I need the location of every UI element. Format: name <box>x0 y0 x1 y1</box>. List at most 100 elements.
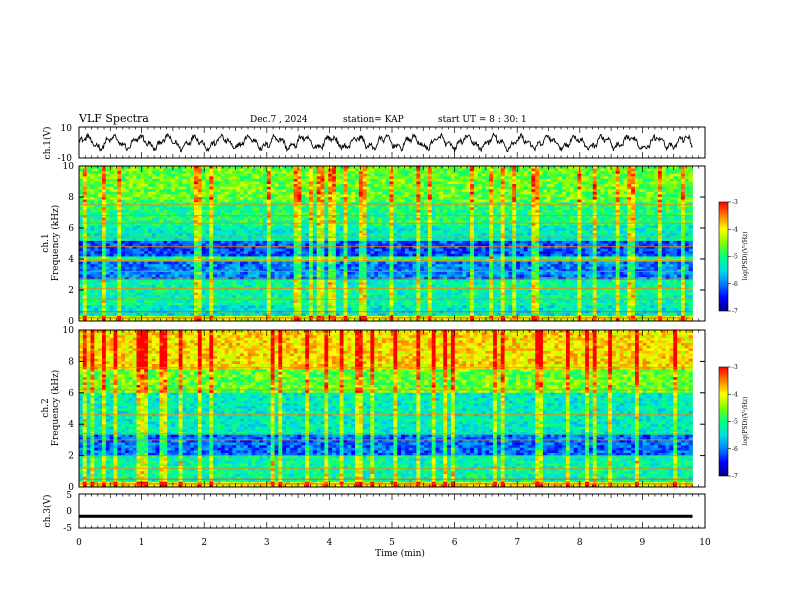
spectrogram-cell <box>132 308 137 312</box>
spectrogram-cell <box>347 215 352 219</box>
spectrogram-cell <box>328 222 333 226</box>
spectrogram-cell <box>201 243 206 247</box>
spectrogram-cell <box>366 290 371 293</box>
spectrogram-cell <box>213 178 218 182</box>
spectrogram-cell <box>328 217 333 221</box>
spectrogram-cell <box>171 246 176 250</box>
spectrogram-cell <box>174 168 180 172</box>
spectrogram-cell <box>125 261 130 265</box>
spectrogram-cell <box>201 279 206 283</box>
spectrogram-cell <box>186 240 191 244</box>
spectrogram-cell <box>259 181 264 185</box>
spectrogram-cell <box>151 238 157 242</box>
spectrogram-cell <box>236 228 241 231</box>
spectrogram-cell <box>182 209 187 213</box>
spectrogram-cell <box>98 302 103 306</box>
spectrogram-cell <box>186 220 191 224</box>
spectrogram-cell <box>201 256 206 260</box>
spectrogram-cell <box>378 225 383 229</box>
spectrogram-cell <box>140 202 145 206</box>
spectrogram-cell <box>358 305 364 309</box>
spectrogram-cell <box>163 284 168 288</box>
spectrogram-cell <box>282 253 287 257</box>
spectrogram-cell <box>82 225 88 229</box>
spectrogram-cell <box>186 171 191 175</box>
spectrogram-cell <box>201 266 206 270</box>
spectrogram-cell <box>347 243 352 247</box>
spectrogram-cell <box>286 178 291 182</box>
spectrogram-cell <box>320 204 325 208</box>
spectrogram-cell <box>205 313 210 317</box>
spectrogram-cell <box>151 269 157 273</box>
spectrogram-cell <box>355 287 360 291</box>
spectrogram-cell <box>148 197 153 200</box>
spectrogram-cell <box>370 292 375 296</box>
spectrogram-cell <box>301 197 306 200</box>
spectrogram-cell <box>320 271 325 275</box>
spectrogram-cell <box>232 215 237 219</box>
spectrogram-cell <box>270 290 275 293</box>
spectrogram-cell <box>328 292 333 296</box>
spectrogram-cell <box>335 282 341 286</box>
spectrogram-cell <box>274 279 279 283</box>
spectrogram-cell <box>259 243 264 247</box>
spectrogram-cell <box>270 269 275 273</box>
spectrogram-cell <box>128 295 134 299</box>
spectrogram-cell <box>247 253 252 257</box>
spectrogram-cell <box>381 189 387 193</box>
spectrogram-cell <box>140 290 145 293</box>
spectrogram-cell <box>224 176 229 180</box>
spectrogram-cell <box>98 220 103 224</box>
spectrogram-cell <box>205 248 210 252</box>
spectrogram-cell <box>82 277 88 281</box>
spectrogram-cell <box>228 318 233 322</box>
spectrogram-cell <box>220 228 226 231</box>
spectrogram-cell <box>159 186 164 190</box>
spectrogram-cell <box>255 266 260 270</box>
spectrogram-cell <box>228 264 233 268</box>
spectrogram-cell <box>144 230 149 234</box>
spectrogram-cell <box>86 243 91 247</box>
spectrogram-cell <box>274 222 279 226</box>
spectrogram-cell <box>121 318 126 322</box>
spectrogram-cell <box>105 225 111 229</box>
spectrogram-cell <box>182 220 187 224</box>
spectrogram-cell <box>113 184 118 188</box>
spectrogram-cell <box>324 282 329 286</box>
spectrogram-cell <box>378 228 383 231</box>
spectrogram-cell <box>182 302 187 306</box>
spectrogram-cell <box>301 256 306 260</box>
spectrogram-cell <box>174 197 180 200</box>
spectrogram-cell <box>213 308 218 312</box>
spectrogram-cell <box>105 284 111 288</box>
spectrogram-cell <box>312 290 318 293</box>
spectrogram-cell <box>159 191 164 195</box>
spectrogram-cell <box>79 240 84 244</box>
spectrogram-cell <box>309 222 314 226</box>
spectrogram-cell <box>358 238 364 242</box>
spectrogram-cell <box>266 277 272 281</box>
spectrogram-cell <box>224 305 229 309</box>
spectrogram-cell <box>79 318 84 322</box>
spectrogram-cell <box>201 240 206 244</box>
spectrogram-cell <box>240 225 245 229</box>
spectrogram-cell <box>339 315 344 319</box>
spectrogram-cell <box>148 308 153 312</box>
spectrogram-cell <box>109 266 114 270</box>
spectrogram-cell <box>155 248 160 252</box>
spectrogram-cell <box>301 189 306 193</box>
spectrogram-cell <box>140 308 145 312</box>
spectrogram-cell <box>332 264 337 268</box>
spectrogram-cell <box>289 243 295 247</box>
spectrogram-cell <box>86 238 91 242</box>
spectrogram-cell <box>312 269 318 273</box>
spectrogram-cell <box>259 295 264 299</box>
spectrogram-cell <box>332 277 337 281</box>
spectrogram-cell <box>343 287 348 291</box>
spectrogram-cell <box>159 168 164 172</box>
spectrogram-cell <box>316 269 321 273</box>
spectrogram-cell <box>140 191 145 195</box>
spectrogram-cell <box>217 277 222 281</box>
spectrogram-cell <box>312 256 318 260</box>
spectrogram-cell <box>82 173 88 177</box>
